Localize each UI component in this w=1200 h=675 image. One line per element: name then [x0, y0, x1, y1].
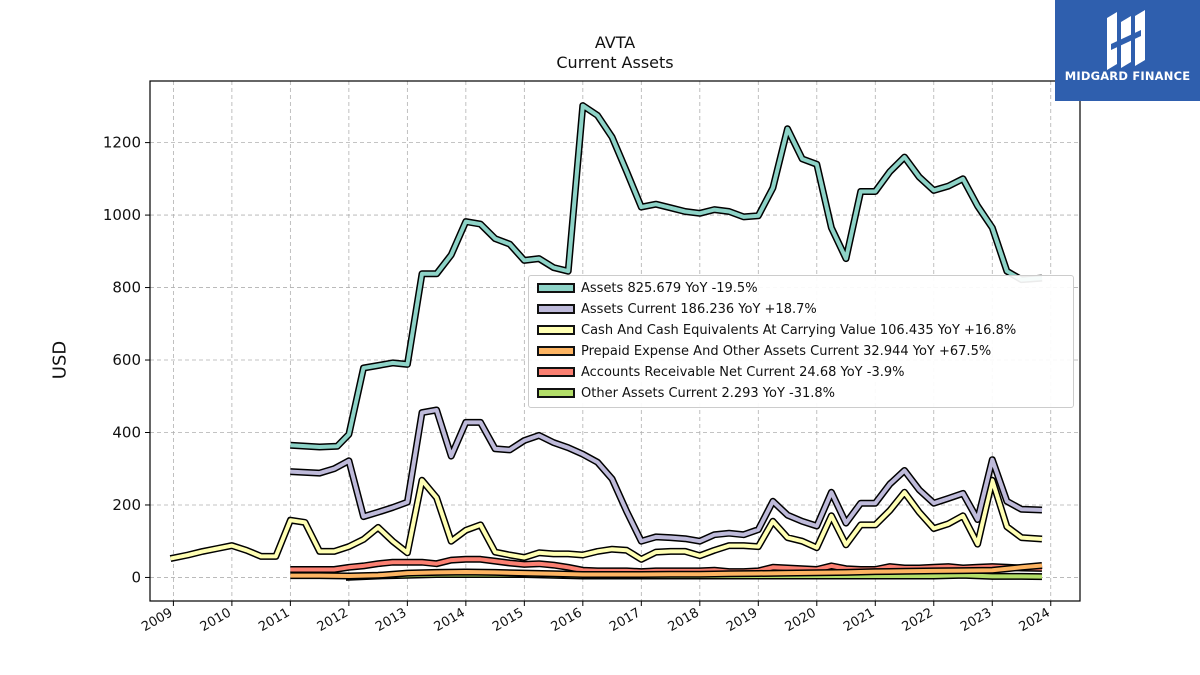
logo-mark-icon: [1107, 10, 1145, 70]
chart-subtitle: Current Assets: [556, 53, 674, 72]
legend-swatch-receivable: [537, 367, 575, 377]
x-tick-label: 2020: [783, 605, 819, 635]
series-line: [290, 563, 1043, 578]
y-tick-label: 800: [112, 279, 141, 297]
legend-swatch-prepaid: [537, 346, 575, 356]
legend-swatch-other: [537, 388, 575, 398]
y-tick-label: 1200: [103, 134, 141, 152]
legend-item-cash: Cash And Cash Equivalents At Carrying Va…: [537, 320, 1016, 340]
legend-item-prepaid: Prepaid Expense And Other Assets Current…: [537, 341, 991, 361]
y-tick-label: 600: [112, 351, 141, 369]
x-tick-label: 2021: [841, 605, 877, 635]
x-tick-label: 2023: [958, 605, 994, 635]
x-tick-label: 2013: [373, 605, 409, 635]
legend-item-assets: Assets 825.679 YoY -19.5%: [537, 278, 758, 298]
legend-swatch-assets: [537, 283, 575, 293]
legend-item-other: Other Assets Current 2.293 YoY -31.8%: [537, 383, 835, 403]
y-tick-label: 1000: [103, 206, 141, 224]
series-line: [170, 478, 1043, 562]
brand-logo: MIDGARD FINANCE: [1055, 0, 1200, 101]
x-tick-label: 2018: [666, 605, 702, 635]
y-tick-label: 400: [112, 423, 141, 441]
plot-frame: [149, 80, 1081, 602]
chart-legend: Assets 825.679 YoY -19.5% Assets Current…: [528, 275, 1074, 408]
legend-item-receivable: Accounts Receivable Net Current 24.68 Yo…: [537, 362, 904, 382]
legend-item-assets-current: Assets Current 186.236 YoY +18.7%: [537, 299, 817, 319]
legend-label-assets: Assets 825.679 YoY -19.5%: [581, 280, 758, 296]
series-line: [290, 408, 1043, 544]
x-tick-label: 2016: [549, 605, 585, 635]
x-tick-label: 2017: [607, 605, 643, 635]
y-tick-label: 0: [131, 568, 141, 586]
x-tick-label: 2009: [139, 605, 175, 635]
x-tick-label: 2019: [724, 605, 760, 635]
x-tick-label: 2014: [432, 605, 468, 635]
y-tick-label: 200: [112, 496, 141, 514]
x-tick-label: 2022: [900, 605, 936, 635]
legend-label-other: Other Assets Current 2.293 YoY -31.8%: [581, 385, 836, 401]
legend-label-prepaid: Prepaid Expense And Other Assets Current…: [581, 343, 992, 359]
x-tick-label: 2024: [1017, 605, 1053, 635]
series-line: [290, 103, 1043, 449]
legend-label-assets-current: Assets Current 186.236 YoY +18.7%: [581, 301, 817, 317]
series-outline: [169, 476, 1043, 563]
x-tick-label: 2010: [198, 605, 234, 635]
legend-label-cash: Cash And Cash Equivalents At Carrying Va…: [581, 322, 1017, 338]
x-tick-label: 2015: [490, 605, 526, 635]
series-lines: [169, 102, 1043, 581]
y-axis-label: USD: [49, 340, 71, 380]
x-tick-label: 2012: [315, 605, 351, 635]
x-tick-label: 2011: [256, 605, 292, 635]
legend-swatch-cash: [537, 325, 575, 335]
legend-label-receivable: Accounts Receivable Net Current 24.68 Yo…: [581, 364, 905, 380]
legend-swatch-assets-current: [537, 304, 575, 314]
brand-name: MIDGARD FINANCE: [1064, 69, 1191, 83]
chart-title: AVTA: [594, 33, 636, 52]
